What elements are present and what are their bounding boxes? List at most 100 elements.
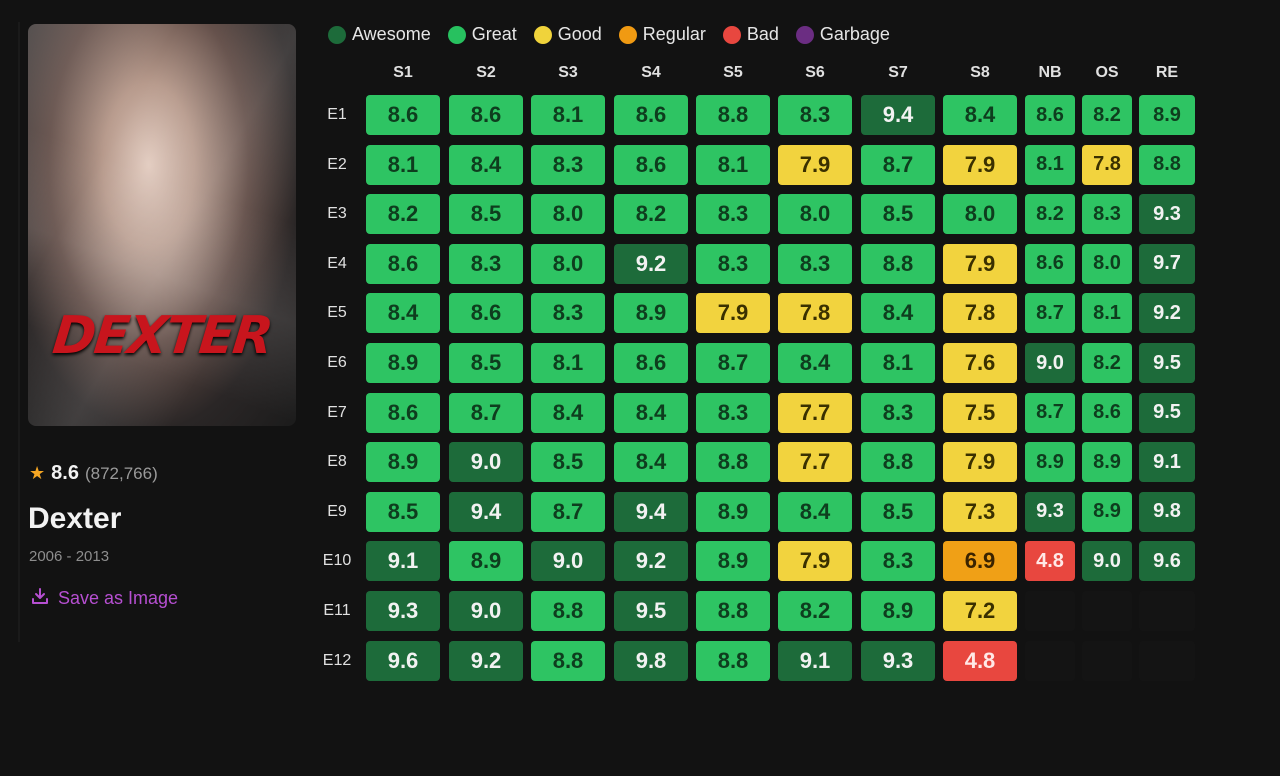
rating-cell[interactable]: 9.8 xyxy=(614,640,688,681)
rating-cell[interactable]: 8.6 xyxy=(614,144,688,185)
rating-cell[interactable]: 7.7 xyxy=(778,442,852,483)
rating-cell[interactable]: 9.6 xyxy=(366,640,440,681)
rating-cell[interactable]: 8.8 xyxy=(531,640,605,681)
rating-cell[interactable]: 7.8 xyxy=(778,293,852,334)
rating-cell[interactable]: 8.0 xyxy=(943,194,1017,235)
rating-cell[interactable]: 9.3 xyxy=(861,640,935,681)
rating-cell[interactable]: 9.1 xyxy=(366,541,440,582)
rating-cell[interactable]: 8.1 xyxy=(1082,293,1132,334)
rating-cell[interactable]: 8.6 xyxy=(366,95,440,135)
rating-cell[interactable]: 8.9 xyxy=(1139,95,1195,135)
rating-cell[interactable]: 8.4 xyxy=(778,343,852,383)
rating-cell[interactable]: 7.9 xyxy=(943,243,1017,284)
rating-cell[interactable]: 9.5 xyxy=(1139,343,1195,383)
rating-cell[interactable]: 8.4 xyxy=(614,392,688,433)
rating-cell[interactable]: 9.3 xyxy=(366,591,440,631)
rating-cell[interactable]: 8.8 xyxy=(1139,144,1195,185)
rating-cell[interactable]: 8.1 xyxy=(366,144,440,185)
rating-cell[interactable] xyxy=(1082,640,1132,681)
rating-cell[interactable]: 8.2 xyxy=(1082,95,1132,135)
rating-cell[interactable]: 8.7 xyxy=(449,392,523,433)
rating-cell[interactable]: 8.3 xyxy=(696,392,770,433)
rating-cell[interactable] xyxy=(1025,640,1075,681)
rating-cell[interactable]: 8.8 xyxy=(696,640,770,681)
rating-cell[interactable] xyxy=(1082,591,1132,631)
rating-cell[interactable] xyxy=(1025,591,1075,631)
rating-cell[interactable]: 8.8 xyxy=(861,442,935,483)
rating-cell[interactable]: 8.1 xyxy=(1025,144,1075,185)
rating-cell[interactable]: 7.8 xyxy=(1082,144,1132,185)
rating-cell[interactable]: 8.7 xyxy=(696,343,770,383)
rating-cell[interactable]: 8.9 xyxy=(696,541,770,582)
rating-cell[interactable]: 8.6 xyxy=(449,95,523,135)
rating-cell[interactable]: 8.4 xyxy=(366,293,440,334)
rating-cell[interactable]: 8.6 xyxy=(614,95,688,135)
rating-cell[interactable]: 4.8 xyxy=(943,640,1017,681)
rating-cell[interactable]: 9.0 xyxy=(531,541,605,582)
rating-cell[interactable]: 8.0 xyxy=(531,243,605,284)
rating-cell[interactable]: 8.3 xyxy=(531,144,605,185)
rating-cell[interactable]: 8.6 xyxy=(614,343,688,383)
rating-cell[interactable]: 9.1 xyxy=(1139,442,1195,483)
rating-cell[interactable]: 7.9 xyxy=(778,541,852,582)
rating-cell[interactable]: 9.2 xyxy=(449,640,523,681)
rating-cell[interactable]: 8.5 xyxy=(366,491,440,532)
rating-cell[interactable]: 9.4 xyxy=(449,491,523,532)
rating-cell[interactable]: 9.0 xyxy=(449,591,523,631)
rating-cell[interactable]: 7.9 xyxy=(778,144,852,185)
rating-cell[interactable]: 7.9 xyxy=(696,293,770,334)
rating-cell[interactable]: 6.9 xyxy=(943,541,1017,582)
rating-cell[interactable]: 8.6 xyxy=(449,293,523,334)
rating-cell[interactable]: 8.8 xyxy=(531,591,605,631)
rating-cell[interactable]: 8.5 xyxy=(449,343,523,383)
rating-cell[interactable]: 8.9 xyxy=(614,293,688,334)
rating-cell[interactable]: 7.3 xyxy=(943,491,1017,532)
rating-cell[interactable]: 8.0 xyxy=(778,194,852,235)
rating-cell[interactable]: 9.6 xyxy=(1139,541,1195,582)
rating-cell[interactable]: 7.5 xyxy=(943,392,1017,433)
rating-cell[interactable]: 9.0 xyxy=(1082,541,1132,582)
rating-cell[interactable]: 8.1 xyxy=(696,144,770,185)
rating-cell[interactable]: 9.7 xyxy=(1139,243,1195,284)
rating-cell[interactable]: 8.7 xyxy=(861,144,935,185)
rating-cell[interactable]: 8.7 xyxy=(1025,293,1075,334)
rating-cell[interactable]: 8.6 xyxy=(366,243,440,284)
rating-cell[interactable]: 8.3 xyxy=(696,194,770,235)
rating-cell[interactable]: 8.8 xyxy=(696,442,770,483)
rating-cell[interactable]: 8.2 xyxy=(778,591,852,631)
rating-cell[interactable]: 8.3 xyxy=(861,541,935,582)
rating-cell[interactable]: 7.2 xyxy=(943,591,1017,631)
rating-cell[interactable]: 9.5 xyxy=(614,591,688,631)
rating-cell[interactable]: 9.0 xyxy=(449,442,523,483)
rating-cell[interactable]: 8.2 xyxy=(366,194,440,235)
rating-cell[interactable]: 8.1 xyxy=(531,343,605,383)
rating-cell[interactable] xyxy=(1139,640,1195,681)
rating-cell[interactable]: 8.0 xyxy=(1082,243,1132,284)
rating-cell[interactable]: 8.6 xyxy=(366,392,440,433)
rating-cell[interactable]: 9.8 xyxy=(1139,491,1195,532)
rating-cell[interactable]: 8.9 xyxy=(696,491,770,532)
rating-cell[interactable]: 8.2 xyxy=(1082,343,1132,383)
rating-cell[interactable]: 8.9 xyxy=(1082,491,1132,532)
rating-cell[interactable]: 8.8 xyxy=(696,591,770,631)
rating-cell[interactable]: 9.4 xyxy=(614,491,688,532)
rating-cell[interactable]: 8.6 xyxy=(1025,95,1075,135)
rating-cell[interactable]: 8.3 xyxy=(531,293,605,334)
rating-cell[interactable]: 7.9 xyxy=(943,442,1017,483)
rating-cell[interactable]: 9.2 xyxy=(614,243,688,284)
rating-cell[interactable]: 9.4 xyxy=(861,95,935,135)
rating-cell[interactable]: 9.2 xyxy=(1139,293,1195,334)
rating-cell[interactable]: 9.2 xyxy=(614,541,688,582)
rating-cell[interactable]: 8.9 xyxy=(449,541,523,582)
rating-cell[interactable]: 9.3 xyxy=(1025,491,1075,532)
rating-cell[interactable]: 8.3 xyxy=(696,243,770,284)
rating-cell[interactable]: 8.3 xyxy=(778,95,852,135)
rating-cell[interactable]: 8.4 xyxy=(861,293,935,334)
rating-cell[interactable]: 8.4 xyxy=(449,144,523,185)
rating-cell[interactable]: 8.4 xyxy=(531,392,605,433)
rating-cell[interactable]: 8.4 xyxy=(943,95,1017,135)
rating-cell[interactable]: 8.3 xyxy=(449,243,523,284)
rating-cell[interactable]: 8.8 xyxy=(861,243,935,284)
rating-cell[interactable]: 8.7 xyxy=(531,491,605,532)
rating-cell[interactable]: 7.8 xyxy=(943,293,1017,334)
